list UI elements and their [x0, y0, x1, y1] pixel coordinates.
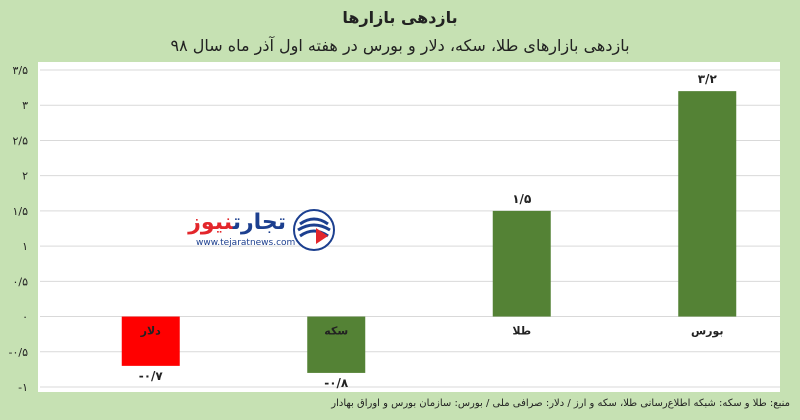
logo-url: www.tejaratnews.com — [196, 238, 296, 248]
logo-name-blue: تجارت — [232, 210, 286, 235]
category-label: سکه — [324, 325, 348, 338]
bar-value-label: -۰/۸ — [324, 376, 349, 390]
logo-name-red: نیوز — [188, 210, 233, 235]
y-tick-label: ۲ — [22, 170, 28, 183]
y-tick-label: ۱/۵ — [12, 205, 28, 218]
y-tick-label: ۰/۵ — [12, 275, 28, 288]
y-tick-label: ۰ — [22, 311, 28, 324]
source-note: منبع: طلا و سکه: شبکه اطلاع‌رسانی طلا، س… — [331, 398, 790, 409]
category-label: بورس — [691, 325, 724, 338]
bar-value-label: -۰/۷ — [139, 369, 164, 383]
tejarat-news-logo: تجارتنیوز www.tejaratnews.com — [188, 208, 338, 256]
logo-wordmark: تجارتنیوز — [188, 210, 286, 235]
y-tick-label: -۱ — [18, 381, 28, 394]
bar-value-label: ۳/۲ — [698, 72, 718, 86]
category-label: دلار — [140, 325, 162, 338]
bar-0 — [121, 316, 180, 366]
category-label: طلا — [512, 325, 531, 338]
y-tick-label: -۰/۵ — [9, 346, 29, 359]
y-tick-label: ۳ — [22, 99, 28, 112]
chart-subtitle: بازدهی بازارهای طلا، سکه، دلار و بورس در… — [170, 36, 630, 55]
bar-2 — [492, 210, 551, 317]
y-tick-label: ۲/۵ — [12, 134, 28, 147]
logo-globe-icon — [293, 209, 335, 251]
chart-title: بازدهی بازارها — [342, 8, 458, 27]
bar-1 — [307, 316, 366, 373]
bar-3 — [678, 91, 737, 317]
bar-value-label: ۱/۵ — [512, 192, 531, 206]
y-tick-label: ۱ — [22, 240, 28, 253]
y-tick-label: ۳/۵ — [12, 64, 28, 77]
